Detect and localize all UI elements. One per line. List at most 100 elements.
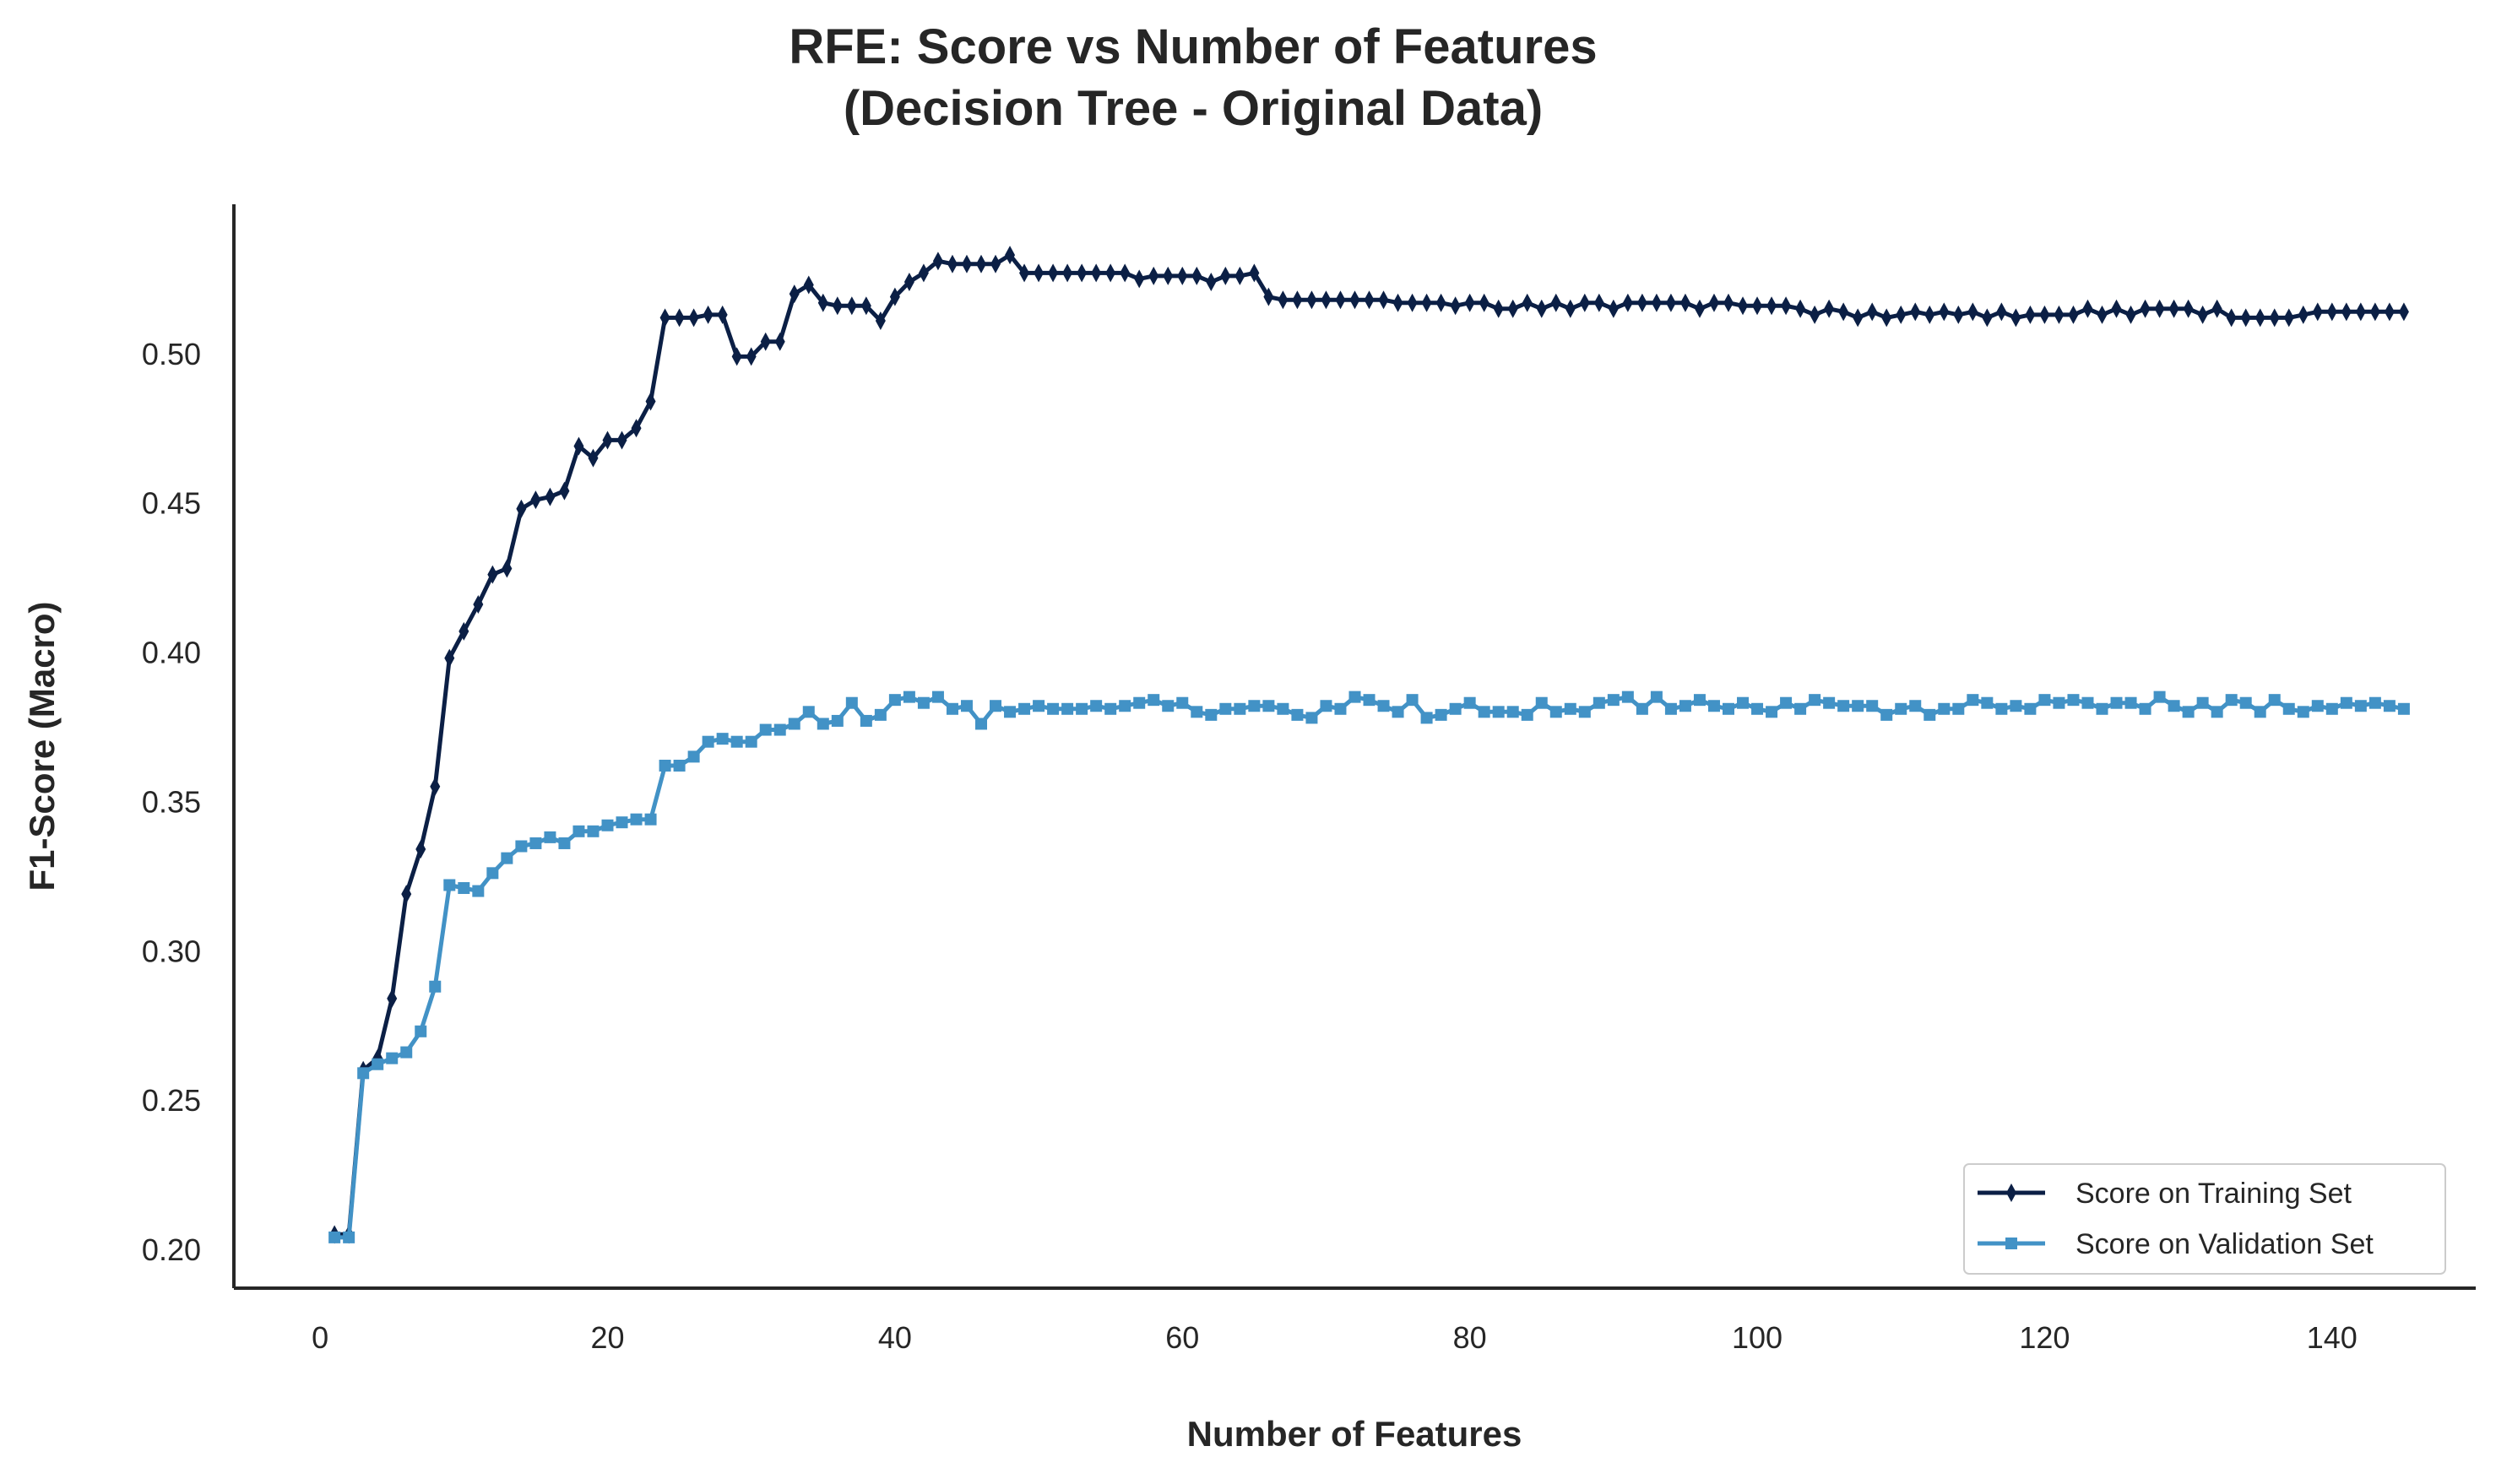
data-point xyxy=(1953,305,1964,324)
data-point xyxy=(458,882,470,895)
data-point xyxy=(960,700,973,712)
data-point xyxy=(674,308,685,328)
data-point xyxy=(1377,700,1390,712)
data-point xyxy=(1650,691,1663,703)
data-point xyxy=(1493,299,1504,318)
data-point xyxy=(1607,694,1620,707)
data-point xyxy=(1278,290,1289,310)
data-point xyxy=(817,718,829,730)
chart-title-line-1: RFE: Score vs Number of Features xyxy=(789,19,1597,74)
data-point xyxy=(2096,702,2108,715)
data-point xyxy=(1507,299,1518,318)
data-point xyxy=(1335,290,1346,310)
data-point xyxy=(486,867,499,880)
data-point xyxy=(1305,712,1318,724)
data-point xyxy=(1047,702,1060,715)
data-point xyxy=(1795,299,1806,318)
x-tick-labels: 0 20 40 60 80 100 120 140 xyxy=(312,1320,2358,1355)
data-point xyxy=(2024,702,2037,715)
data-point xyxy=(1062,263,1073,283)
data-point xyxy=(2154,299,2165,318)
data-point xyxy=(2240,308,2251,328)
data-point xyxy=(401,885,412,904)
data-point xyxy=(1895,702,1907,715)
data-point xyxy=(429,980,442,993)
data-point xyxy=(1995,702,2008,715)
data-point xyxy=(2025,305,2036,324)
data-point xyxy=(530,490,541,510)
data-point xyxy=(1952,702,1965,715)
data-point xyxy=(759,723,772,736)
data-point xyxy=(415,1025,427,1037)
data-point xyxy=(673,759,686,772)
data-point xyxy=(1621,691,1634,703)
data-point xyxy=(2038,694,2051,707)
data-point xyxy=(1133,696,1146,709)
data-point xyxy=(1464,293,1475,312)
data-point xyxy=(875,311,886,330)
data-point xyxy=(631,419,642,438)
data-point xyxy=(1565,299,1576,318)
data-point xyxy=(473,594,484,614)
data-point xyxy=(659,308,670,328)
data-point xyxy=(845,696,858,709)
data-point xyxy=(2168,700,2180,712)
data-point xyxy=(1738,296,1749,316)
data-point xyxy=(2269,308,2280,328)
data-point xyxy=(975,718,987,730)
data-point xyxy=(1119,700,1131,712)
data-point xyxy=(1694,299,1705,318)
data-point xyxy=(472,885,485,897)
data-point xyxy=(1492,706,1505,718)
data-point xyxy=(817,293,828,312)
data-point xyxy=(1104,702,1117,715)
data-point xyxy=(2268,694,2281,707)
data-point xyxy=(1593,696,1605,709)
data-point xyxy=(1766,706,1778,718)
data-point xyxy=(2312,302,2323,322)
data-point xyxy=(430,777,441,796)
data-point xyxy=(1535,696,1548,709)
data-point xyxy=(703,305,714,324)
data-point xyxy=(1751,702,1764,715)
data-point xyxy=(2067,694,2080,707)
data-point xyxy=(1420,712,1433,724)
data-point xyxy=(1708,293,1719,312)
data-point xyxy=(2340,696,2352,709)
data-point xyxy=(1549,706,1562,718)
data-point xyxy=(1981,696,1994,709)
data-point xyxy=(1018,702,1031,715)
x-tick-label: 100 xyxy=(1732,1320,1782,1355)
data-point xyxy=(2196,696,2209,709)
data-point xyxy=(1219,702,1232,715)
data-point xyxy=(1034,263,1045,283)
data-point xyxy=(903,691,915,703)
data-point xyxy=(1781,296,1792,316)
data-point xyxy=(789,284,800,304)
data-point xyxy=(659,759,671,772)
data-point xyxy=(1506,706,1519,718)
data-point xyxy=(1392,293,1403,312)
data-point xyxy=(2125,305,2136,324)
data-point xyxy=(1794,702,1807,715)
data-point xyxy=(1866,700,1879,712)
y-tick-label: 0.40 xyxy=(142,636,201,670)
data-point xyxy=(1910,302,1921,322)
data-point xyxy=(1363,694,1376,707)
data-point xyxy=(2054,305,2065,324)
data-point xyxy=(1967,694,1979,707)
data-point xyxy=(1982,308,1993,328)
data-point xyxy=(947,254,958,274)
data-point xyxy=(1578,706,1591,718)
data-point xyxy=(1019,263,1030,283)
data-point xyxy=(889,287,900,306)
data-point xyxy=(1707,700,1720,712)
series-line xyxy=(334,695,2405,1240)
data-point xyxy=(1766,296,1777,316)
data-point xyxy=(2398,302,2409,322)
data-point xyxy=(760,332,771,351)
legend-marker xyxy=(2005,1238,2017,1249)
series-validation xyxy=(328,691,2410,1243)
data-point xyxy=(444,648,455,668)
